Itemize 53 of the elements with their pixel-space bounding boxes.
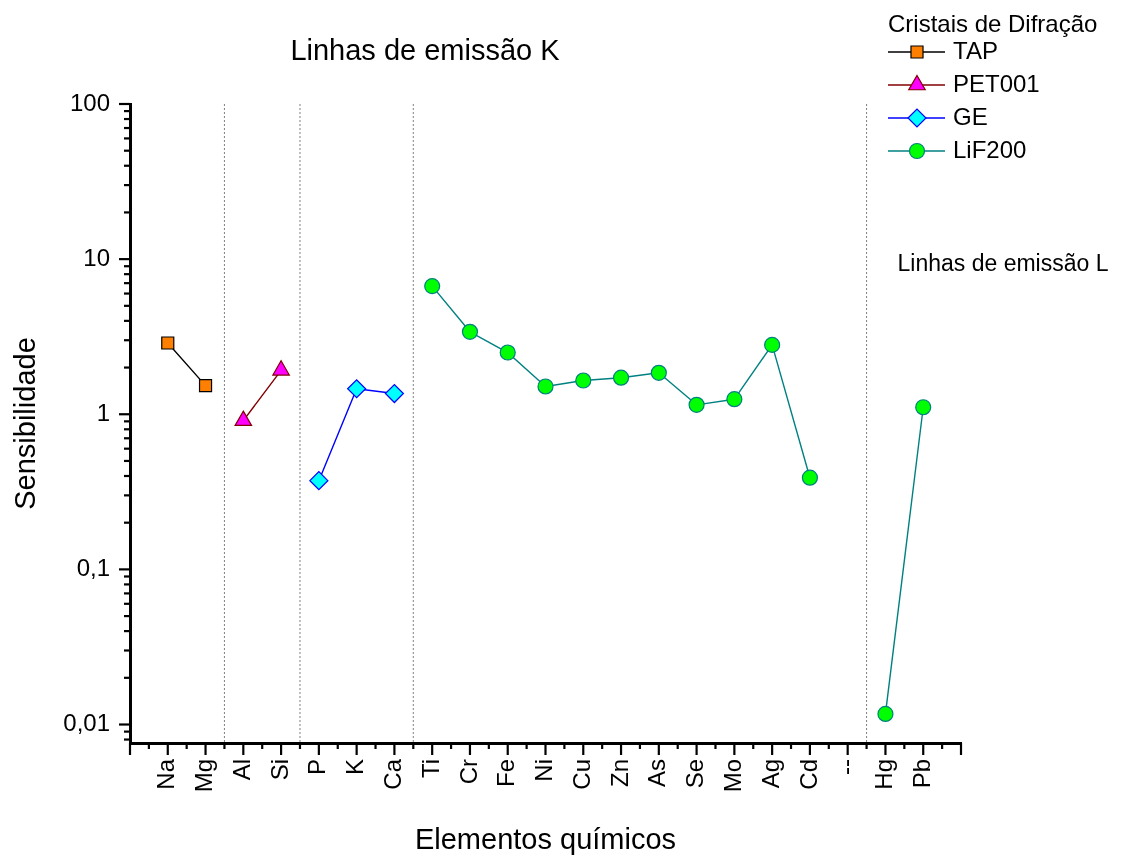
y-tick-label: 10 bbox=[83, 243, 110, 271]
point bbox=[801, 469, 819, 486]
x-tick-label: Na bbox=[152, 758, 180, 790]
point bbox=[198, 378, 213, 393]
x-tick-label: -- bbox=[832, 759, 860, 775]
x-axis-title: Elementos químicos bbox=[414, 822, 677, 855]
y-tick-label: 100 bbox=[69, 88, 110, 116]
x-tick-label: Pb bbox=[907, 759, 935, 789]
y-tick-label: 0,1 bbox=[76, 554, 110, 582]
point bbox=[915, 399, 932, 416]
point bbox=[650, 364, 667, 381]
x-tick-label: Ti bbox=[416, 759, 444, 779]
annotation: Linhas de emissão L bbox=[897, 250, 1109, 277]
point bbox=[688, 396, 705, 413]
legend-title: Cristais de Difração bbox=[888, 9, 1098, 37]
x-tick-label: K bbox=[341, 759, 369, 776]
x-tick-label: Si bbox=[265, 759, 293, 781]
point bbox=[161, 336, 175, 350]
x-tick-label: Mg bbox=[190, 759, 218, 793]
point bbox=[537, 378, 554, 395]
legend-label: LiF200 bbox=[953, 135, 1027, 163]
legend-label: PET001 bbox=[953, 69, 1040, 97]
y-axis-title: Sensibilidade bbox=[9, 337, 42, 510]
x-tick-label: Cu bbox=[567, 759, 595, 790]
x-tick-label: Fe bbox=[492, 759, 520, 788]
y-tick-label: 1 bbox=[96, 398, 110, 426]
x-tick-label: P bbox=[303, 759, 331, 776]
point bbox=[347, 379, 367, 399]
x-tick-label: As bbox=[643, 759, 671, 788]
point bbox=[499, 344, 516, 361]
legend-label: GE bbox=[953, 102, 988, 130]
point bbox=[764, 336, 781, 353]
chart-title: Linhas de emissão K bbox=[290, 34, 561, 66]
x-tick-label: Cr bbox=[454, 759, 482, 785]
point bbox=[384, 383, 405, 404]
x-tick-label: Mo bbox=[718, 759, 746, 793]
x-tick-label: Ca bbox=[379, 758, 407, 790]
x-tick-label: Se bbox=[681, 759, 709, 789]
point bbox=[461, 323, 479, 340]
point bbox=[726, 391, 743, 408]
x-tick-label: Ni bbox=[530, 759, 558, 782]
x-tick-label: Hg bbox=[870, 759, 898, 790]
point bbox=[877, 705, 894, 723]
x-tick-label: Ag bbox=[756, 759, 784, 789]
point bbox=[424, 278, 441, 295]
point bbox=[575, 372, 592, 389]
point bbox=[612, 369, 630, 386]
x-tick-label: Zn bbox=[605, 759, 633, 788]
legend-label: TAP bbox=[953, 36, 998, 64]
x-tick-label: Al bbox=[227, 759, 255, 781]
y-tick-label: 0,01 bbox=[63, 709, 110, 737]
point bbox=[309, 471, 329, 491]
x-tick-label: Cd bbox=[794, 759, 822, 790]
